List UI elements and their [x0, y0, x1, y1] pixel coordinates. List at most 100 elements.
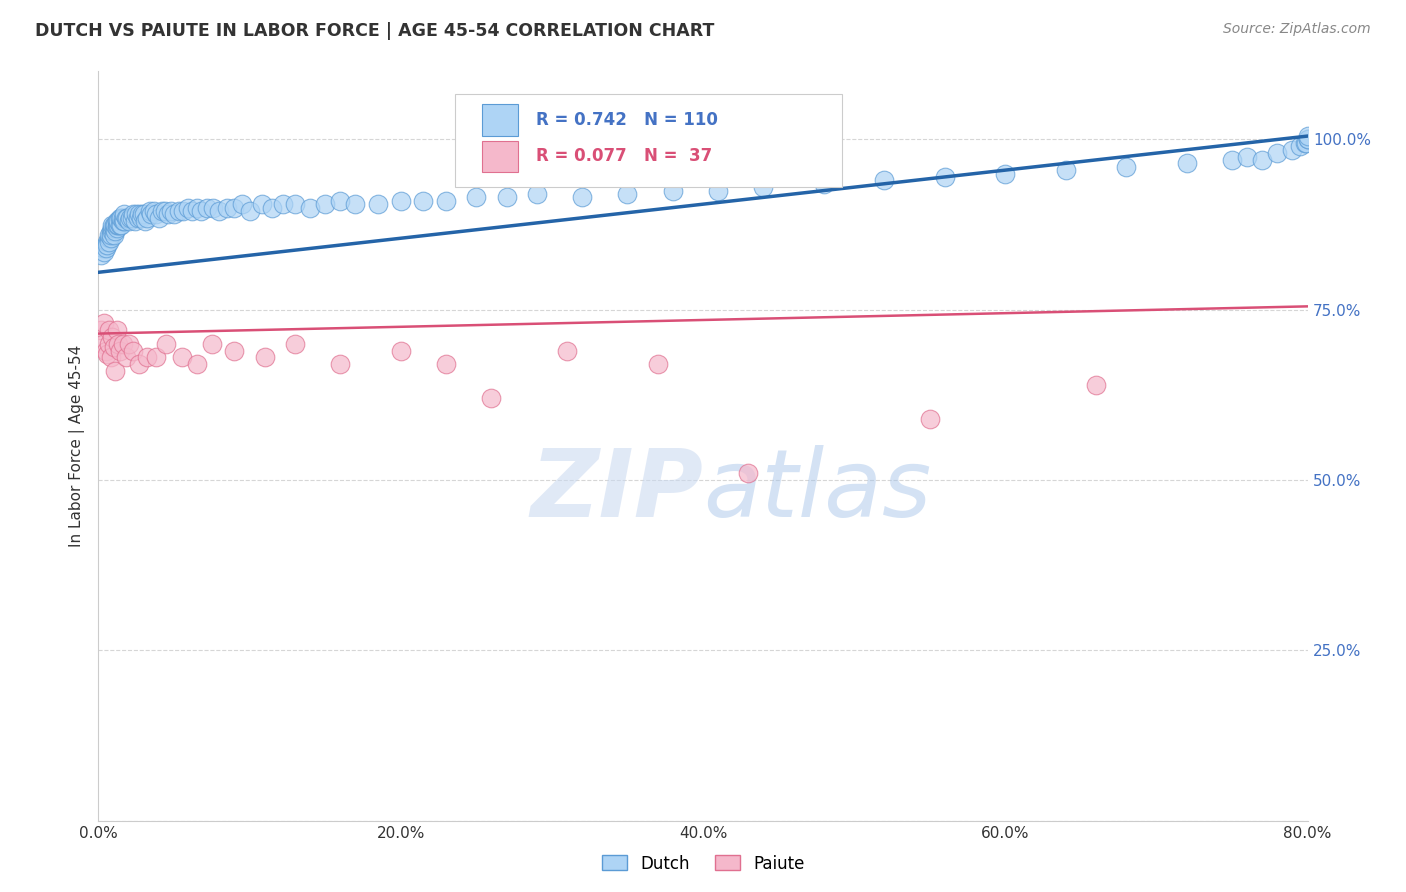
Point	[93, 244, 115, 259]
Point	[284, 197, 307, 211]
Point	[103, 221, 125, 235]
Point	[1296, 132, 1319, 146]
Point	[1115, 160, 1137, 174]
Point	[122, 343, 145, 358]
Point	[121, 211, 143, 225]
Point	[195, 201, 218, 215]
Point	[122, 207, 145, 221]
Point	[98, 227, 121, 242]
Point	[108, 211, 131, 225]
Point	[1220, 153, 1243, 167]
Point	[1289, 139, 1312, 153]
Text: DUTCH VS PAIUTE IN LABOR FORCE | AGE 45-54 CORRELATION CHART: DUTCH VS PAIUTE IN LABOR FORCE | AGE 45-…	[35, 22, 714, 40]
Point	[105, 214, 128, 228]
Point	[96, 347, 118, 361]
Point	[571, 190, 593, 204]
Point	[100, 351, 122, 365]
Point	[224, 201, 246, 215]
Point	[329, 357, 352, 371]
Point	[1085, 377, 1108, 392]
Point	[100, 227, 122, 242]
Point	[1267, 146, 1289, 161]
Point	[661, 184, 683, 198]
Point	[128, 357, 150, 371]
Point	[125, 207, 148, 221]
Point	[105, 218, 128, 232]
Point	[107, 214, 129, 228]
Y-axis label: In Labor Force | Age 45-54: In Labor Force | Age 45-54	[69, 345, 86, 547]
Point	[96, 238, 118, 252]
Point	[299, 201, 322, 215]
Point	[934, 169, 956, 184]
Point	[156, 207, 179, 221]
Point	[172, 204, 194, 219]
Point	[127, 211, 149, 225]
Point	[465, 190, 488, 204]
Point	[108, 343, 131, 358]
Point	[262, 201, 284, 215]
Text: atlas: atlas	[703, 445, 931, 536]
Point	[160, 204, 183, 219]
Point	[239, 204, 262, 219]
Point	[118, 336, 141, 351]
Point	[98, 336, 121, 351]
Point	[143, 204, 166, 219]
Point	[110, 211, 132, 225]
Point	[190, 204, 212, 219]
Point	[250, 197, 273, 211]
Point	[112, 214, 135, 228]
Point	[186, 357, 208, 371]
Point	[105, 221, 128, 235]
Point	[90, 248, 112, 262]
Point	[108, 218, 131, 232]
Point	[98, 231, 121, 245]
Point	[107, 218, 129, 232]
Point	[752, 180, 775, 194]
Point	[148, 211, 170, 225]
Point	[389, 343, 412, 358]
Point	[98, 323, 121, 337]
Point	[112, 207, 135, 221]
Point	[555, 343, 578, 358]
Point	[141, 207, 163, 221]
Point	[1294, 136, 1316, 150]
Point	[186, 201, 208, 215]
Point	[90, 323, 112, 337]
Point	[737, 467, 759, 481]
Point	[128, 207, 150, 221]
Point	[94, 238, 117, 252]
Point	[616, 186, 638, 201]
Point	[145, 351, 167, 365]
Point	[202, 201, 225, 215]
Point	[101, 224, 124, 238]
Point	[1296, 132, 1319, 146]
Point	[434, 357, 457, 371]
Point	[93, 317, 115, 331]
Point	[135, 211, 157, 225]
Point	[1175, 156, 1198, 170]
Point	[111, 336, 134, 351]
Text: R = 0.077   N =  37: R = 0.077 N = 37	[536, 147, 713, 165]
Point	[111, 214, 134, 228]
Point	[813, 177, 835, 191]
Point	[495, 190, 517, 204]
Point	[215, 201, 238, 215]
Point	[98, 235, 121, 249]
Point	[1281, 143, 1303, 157]
Point	[284, 336, 307, 351]
Point	[118, 214, 141, 228]
Point	[918, 411, 941, 425]
Point	[314, 197, 336, 211]
Point	[155, 336, 177, 351]
Point	[994, 167, 1017, 181]
Text: Source: ZipAtlas.com: Source: ZipAtlas.com	[1223, 22, 1371, 37]
Point	[170, 351, 193, 365]
Point	[103, 227, 125, 242]
Point	[100, 224, 122, 238]
Point	[120, 211, 142, 225]
Point	[1251, 153, 1274, 167]
Point	[150, 204, 173, 219]
Point	[134, 214, 156, 228]
Text: ZIP: ZIP	[530, 445, 703, 537]
Point	[1236, 149, 1258, 163]
